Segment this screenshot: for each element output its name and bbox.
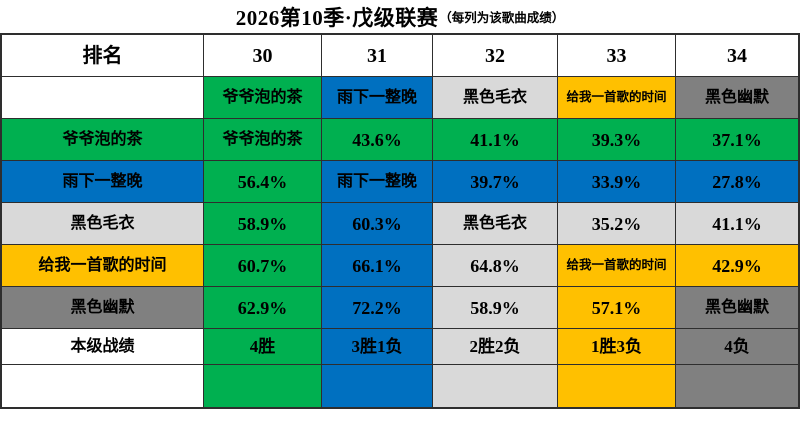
row-label: 给我一首歌的时间 — [2, 245, 204, 287]
matrix-cell: 43.6% — [322, 119, 433, 161]
matrix-cell: 62.9% — [204, 287, 322, 329]
row-label-results: 本级战绩 — [2, 329, 204, 365]
row-label: 黑色幽默 — [2, 287, 204, 329]
matrix-cell: 57.1% — [558, 287, 676, 329]
matrix-cell — [433, 365, 558, 407]
page-title: 2026第10季·戊级联赛 （每列为该歌曲成绩） — [0, 0, 800, 33]
matrix-cell: 雨下一整晚 — [322, 161, 433, 203]
column-header-30: 30 — [204, 35, 322, 77]
column-header-31: 31 — [322, 35, 433, 77]
league-table: 排名 30 31 32 33 34 爷爷泡的茶 雨下一整晚 黑色毛衣 给我一首歌… — [0, 33, 800, 409]
matrix-cell: 42.9% — [676, 245, 798, 287]
page-title-note: （每列为该歌曲成绩） — [439, 11, 565, 25]
column-header-33: 33 — [558, 35, 676, 77]
row-label: 雨下一整晚 — [2, 161, 204, 203]
matrix-cell: 64.8% — [433, 245, 558, 287]
matrix-cell: 58.9% — [433, 287, 558, 329]
row-label: 爷爷泡的茶 — [2, 119, 204, 161]
row-label — [2, 365, 204, 407]
page-title-text: 2026第10季·戊级联赛 — [235, 5, 439, 30]
matrix-cell: 56.4% — [204, 161, 322, 203]
matrix-cell: 35.2% — [558, 203, 676, 245]
matrix-cell: 37.1% — [676, 119, 798, 161]
matrix-cell: 72.2% — [322, 287, 433, 329]
rank-header: 排名 — [2, 35, 204, 77]
matrix-cell: 爷爷泡的茶 — [204, 119, 322, 161]
result-cell: 4负 — [676, 329, 798, 365]
matrix-cell: 60.7% — [204, 245, 322, 287]
row-label: 黑色毛衣 — [2, 203, 204, 245]
matrix-cell: 黑色毛衣 — [433, 203, 558, 245]
result-cell: 4胜 — [204, 329, 322, 365]
song-header-col33: 给我一首歌的时间 — [558, 77, 676, 119]
row-label — [2, 77, 204, 119]
matrix-cell — [676, 365, 798, 407]
matrix-cell: 58.9% — [204, 203, 322, 245]
result-cell: 2胜2负 — [433, 329, 558, 365]
column-header-34: 34 — [676, 35, 798, 77]
matrix-cell: 41.1% — [433, 119, 558, 161]
result-cell: 3胜1负 — [322, 329, 433, 365]
matrix-cell: 39.3% — [558, 119, 676, 161]
song-header-col34: 黑色幽默 — [676, 77, 798, 119]
song-header-col30: 爷爷泡的茶 — [204, 77, 322, 119]
matrix-cell — [558, 365, 676, 407]
song-header-col31: 雨下一整晚 — [322, 77, 433, 119]
matrix-cell: 41.1% — [676, 203, 798, 245]
result-cell: 1胜3负 — [558, 329, 676, 365]
matrix-cell: 66.1% — [322, 245, 433, 287]
matrix-cell: 给我一首歌的时间 — [558, 245, 676, 287]
matrix-cell — [322, 365, 433, 407]
matrix-cell: 黑色幽默 — [676, 287, 798, 329]
matrix-cell: 60.3% — [322, 203, 433, 245]
matrix-cell — [204, 365, 322, 407]
matrix-cell: 39.7% — [433, 161, 558, 203]
song-header-col32: 黑色毛衣 — [433, 77, 558, 119]
column-header-32: 32 — [433, 35, 558, 77]
matrix-cell: 33.9% — [558, 161, 676, 203]
matrix-cell: 27.8% — [676, 161, 798, 203]
